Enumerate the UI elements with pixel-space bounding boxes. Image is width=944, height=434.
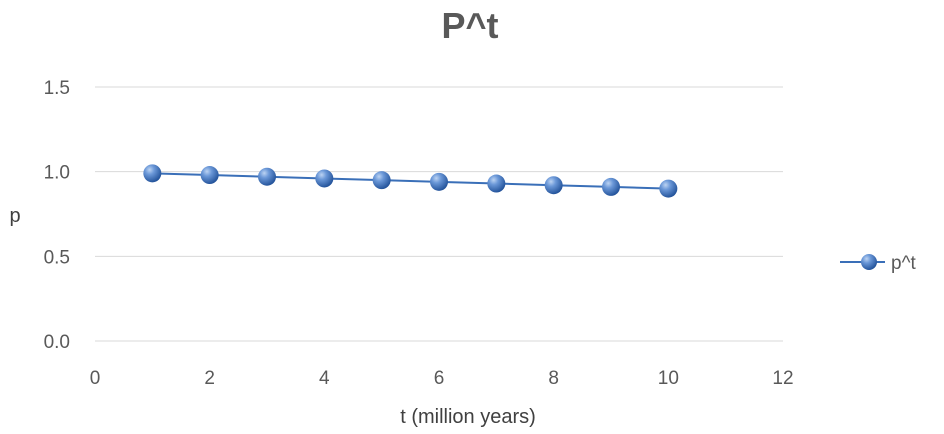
legend-marker <box>861 254 877 270</box>
y-axis-label: p <box>9 205 20 227</box>
x-tick-label: 12 <box>772 368 793 389</box>
x-tick-label: 4 <box>319 368 330 389</box>
y-tick-label: 1.0 <box>44 163 70 184</box>
data-point <box>544 176 563 195</box>
data-point <box>659 179 678 198</box>
data-point <box>372 171 391 190</box>
chart-title: P^t <box>441 5 498 46</box>
series-line <box>152 172 669 190</box>
gridlines <box>95 86 783 342</box>
data-point <box>143 164 162 183</box>
data-point <box>602 177 620 196</box>
data-point <box>430 172 448 191</box>
y-tick-label: 0.0 <box>44 332 70 353</box>
data-point <box>315 169 334 188</box>
x-tick-label: 0 <box>90 368 101 389</box>
y-tick-label: 1.5 <box>44 78 70 99</box>
y-tick-label: 0.5 <box>44 247 70 268</box>
data-point <box>200 166 219 185</box>
legend-entry: p^t <box>891 253 916 274</box>
x-tick-label: 10 <box>658 368 679 389</box>
x-tick-label: 2 <box>204 368 215 389</box>
data-point <box>258 167 276 186</box>
x-tick-label: 6 <box>434 368 445 389</box>
x-axis-label: t (million years) <box>400 406 536 428</box>
x-axis-ticks: 0 2 4 6 8 10 12 <box>90 368 794 389</box>
x-tick-label: 8 <box>548 368 559 389</box>
y-axis-ticks: 0.0 0.5 1.0 1.5 <box>44 78 70 353</box>
legend: p^t <box>840 253 916 274</box>
series-p-t <box>143 164 678 198</box>
data-point <box>487 174 506 193</box>
